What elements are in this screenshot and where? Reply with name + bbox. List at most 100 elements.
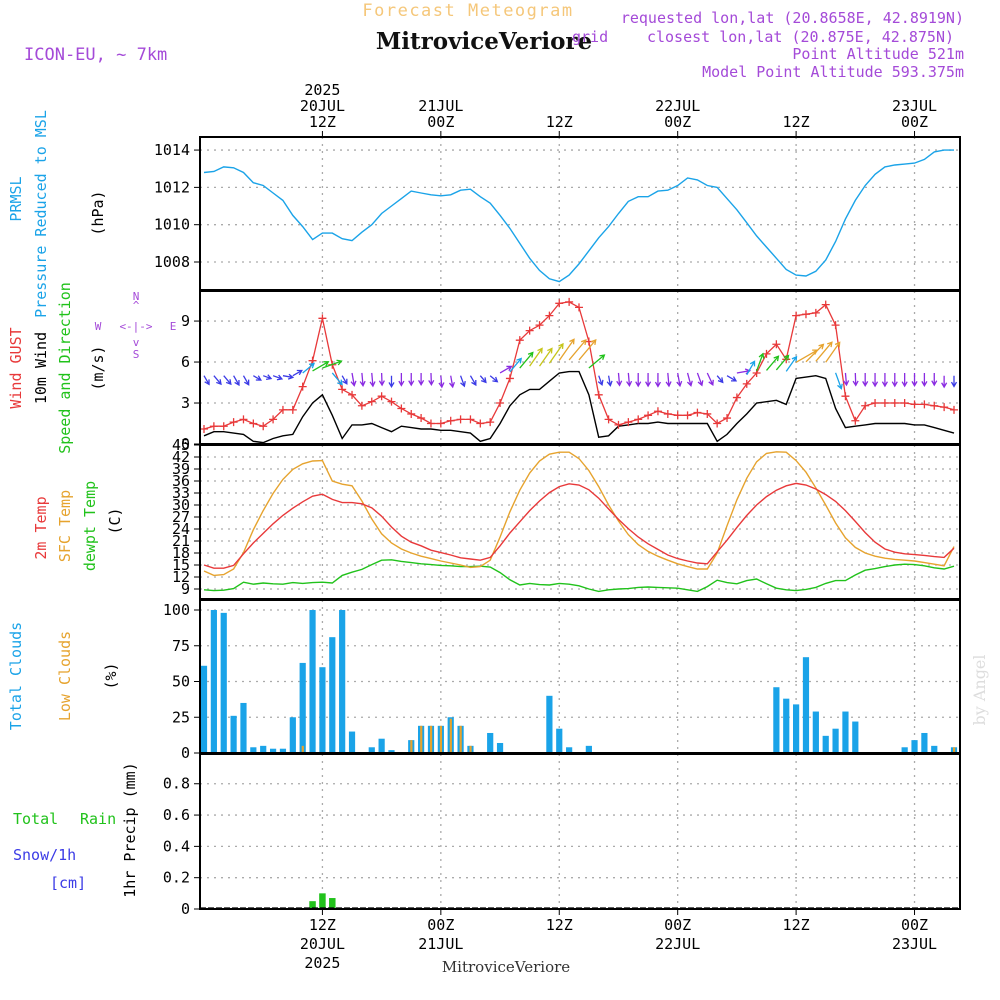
wind-arrow <box>408 372 415 387</box>
ytick-label: 0 <box>181 744 190 762</box>
wind-arrow <box>686 372 693 387</box>
wind-arrow <box>931 372 938 387</box>
wind-arrow <box>911 372 918 388</box>
gust-marker <box>496 399 505 408</box>
wind-arrow <box>341 375 348 385</box>
point-altitude: Point Altitude 521m <box>792 45 964 63</box>
rain-label: Rain <box>80 810 116 828</box>
total-label: Total <box>13 810 58 828</box>
compass-north: N <box>133 290 140 303</box>
total-cloud-bar <box>793 704 800 753</box>
wind-arrow <box>312 361 330 372</box>
gust-marker <box>407 409 416 418</box>
gust-marker <box>466 415 475 424</box>
time-label-top: 00Z <box>427 113 454 131</box>
wind-arrow <box>606 375 613 387</box>
low-cloud-bar <box>429 725 433 753</box>
gust-marker <box>298 382 307 391</box>
ytick-label: 50 <box>172 673 190 691</box>
gust-marker <box>525 326 534 335</box>
wind-arrow <box>388 375 395 389</box>
total-cloud-bar <box>299 662 306 753</box>
low-cloud-bar <box>459 725 462 753</box>
gust-marker <box>387 397 396 406</box>
gust-marker <box>821 300 830 309</box>
product-title: Forecast Meteogram <box>362 1 573 21</box>
time-label-bottom: 00Z <box>901 916 928 934</box>
wind-arrow <box>418 372 425 387</box>
ytick-label: 1014 <box>154 141 190 159</box>
gust-marker <box>249 419 258 428</box>
time-label-bottom: 23JUL <box>892 935 937 953</box>
time-label-top: 22JUL <box>655 97 700 115</box>
ytick-label: 30 <box>172 496 190 514</box>
ytick-label: 39 <box>172 460 190 478</box>
ytick-label: 45 <box>172 436 190 454</box>
time-label-bottom: 12Z <box>309 916 336 934</box>
gust-marker <box>732 393 741 402</box>
total-cloud-bar <box>220 612 227 753</box>
rain-bar <box>309 901 316 909</box>
gust-marker <box>950 405 958 414</box>
low-cloud-bar <box>953 747 956 753</box>
gust-marker <box>831 321 840 330</box>
gust-marker <box>417 414 426 423</box>
gust-marker <box>940 403 949 412</box>
wind-arrow <box>519 351 534 369</box>
ytick-label: 0 <box>181 900 190 918</box>
time-label-top: 20JUL <box>300 97 345 115</box>
wind-arrow <box>378 372 385 387</box>
gust-marker <box>594 390 603 399</box>
gust-marker <box>851 416 860 425</box>
dewpoint-line <box>203 559 955 593</box>
wind-arrow <box>350 372 357 387</box>
gust-marker <box>555 299 564 308</box>
gust-marker <box>377 392 386 401</box>
gust-marker <box>762 349 771 358</box>
ytick-label: 0.2 <box>163 869 190 887</box>
wind-arrow <box>262 374 273 381</box>
wind-arrow <box>825 341 841 363</box>
total-cloud-bar <box>309 610 316 753</box>
gust-marker <box>703 409 712 418</box>
total-cloud-bar <box>269 748 277 753</box>
gust-marker <box>505 374 514 383</box>
gust-marker <box>515 336 524 345</box>
total-cloud-bar <box>802 657 810 753</box>
wind-gust-label: Wind GUST <box>7 327 25 408</box>
rain-bar <box>329 898 336 909</box>
time-label-bottom: 20JUL <box>300 935 345 953</box>
total-cloud-bar <box>812 711 819 753</box>
gust-marker <box>693 408 702 417</box>
wind-arrow <box>509 357 523 373</box>
wind-arrow <box>499 365 513 374</box>
gust-marker <box>604 415 613 424</box>
ytick-label: 24 <box>172 520 190 538</box>
ytick-label: 27 <box>172 508 190 526</box>
wind-arrow <box>785 355 798 372</box>
wind-arrow <box>941 375 948 389</box>
gust-marker <box>653 407 662 416</box>
wind-arrow <box>369 372 376 388</box>
total-cloud-bar <box>842 711 849 753</box>
time-label-bottom: 00Z <box>664 916 691 934</box>
ytick-label: 33 <box>172 484 190 502</box>
ytick-label: 6 <box>181 353 190 371</box>
wind-10m-label: 10m Wind <box>32 332 50 404</box>
ytick-label: 0.8 <box>163 775 190 793</box>
wind-arrow <box>223 375 232 386</box>
gust-marker <box>209 422 218 431</box>
low-cloud-bar <box>469 745 472 753</box>
wind-arrow <box>272 374 284 381</box>
wind-arrow <box>766 355 780 371</box>
gust-marker <box>683 411 692 420</box>
panel-frame <box>199 444 961 600</box>
wind-arrow <box>448 375 456 389</box>
compass-axis: <-|-> <box>119 320 152 333</box>
gust-marker <box>841 392 850 401</box>
wind-arrow <box>726 375 738 382</box>
cloud-unit-label: (%) <box>102 662 120 689</box>
gust-marker <box>565 297 574 306</box>
precip-unit-label: 1hr Precip (mm) <box>121 762 139 897</box>
